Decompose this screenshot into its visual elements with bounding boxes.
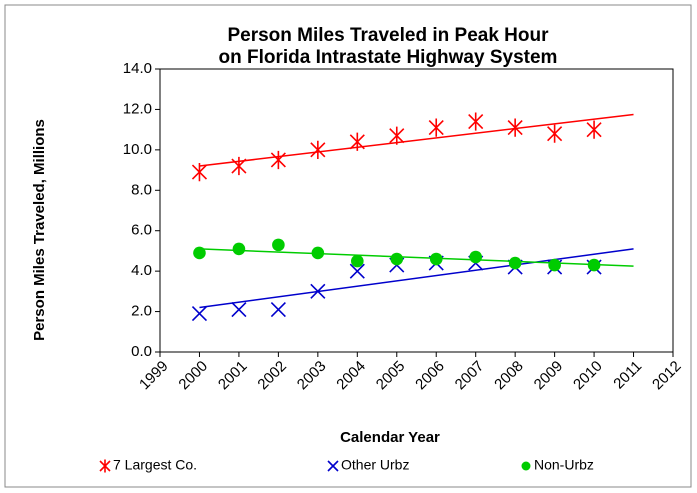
marker — [349, 263, 365, 279]
marker — [508, 256, 522, 270]
legend-marker — [99, 459, 111, 473]
trend-line — [199, 113, 634, 167]
legend-marker — [327, 460, 339, 472]
chart-frame — [4, 4, 692, 488]
marker — [390, 252, 404, 266]
plot-area — [159, 68, 674, 353]
y-tick-label: 2.0 — [131, 303, 152, 320]
y-tick-label: 12.0 — [123, 100, 152, 117]
marker — [191, 306, 208, 322]
trend-line — [199, 248, 634, 309]
marker — [272, 238, 285, 252]
marker — [469, 250, 482, 264]
marker — [587, 258, 601, 272]
marker — [191, 162, 208, 182]
marker — [468, 112, 484, 131]
y-tick-label: 4.0 — [131, 262, 152, 279]
marker — [548, 258, 561, 272]
x-axis-label: Calendar Year — [340, 429, 440, 446]
trend-line — [199, 248, 634, 267]
legend-marker — [521, 461, 531, 471]
legend-label: 7 Largest Co. — [113, 457, 197, 473]
y-tick-label: 8.0 — [131, 181, 152, 198]
marker — [351, 254, 364, 268]
chart-title: on Florida Intrastate Highway System — [219, 47, 558, 68]
y-tick-label: 0.0 — [131, 343, 152, 360]
marker — [231, 156, 247, 176]
y-tick-label: 6.0 — [131, 222, 152, 239]
marker — [232, 242, 246, 256]
y-axis-label: Person Miles Traveled, Millions — [31, 119, 48, 341]
marker — [547, 124, 563, 143]
marker — [270, 301, 286, 318]
chart-title: Person Miles Traveled in Peak Hour — [227, 25, 549, 46]
marker — [231, 301, 247, 318]
legend-label: Other Urbz — [341, 457, 409, 473]
marker — [270, 150, 286, 170]
marker — [349, 132, 365, 151]
marker — [429, 252, 443, 266]
y-tick-label: 14.0 — [123, 60, 152, 77]
marker — [586, 120, 602, 139]
marker — [428, 118, 444, 137]
y-tick-label: 10.0 — [123, 141, 152, 158]
legend-label: Non-Urbz — [534, 457, 594, 473]
marker — [310, 140, 326, 159]
marker — [310, 283, 326, 299]
marker — [311, 246, 325, 260]
marker — [193, 246, 206, 260]
marker — [389, 126, 405, 145]
marker — [507, 118, 523, 137]
